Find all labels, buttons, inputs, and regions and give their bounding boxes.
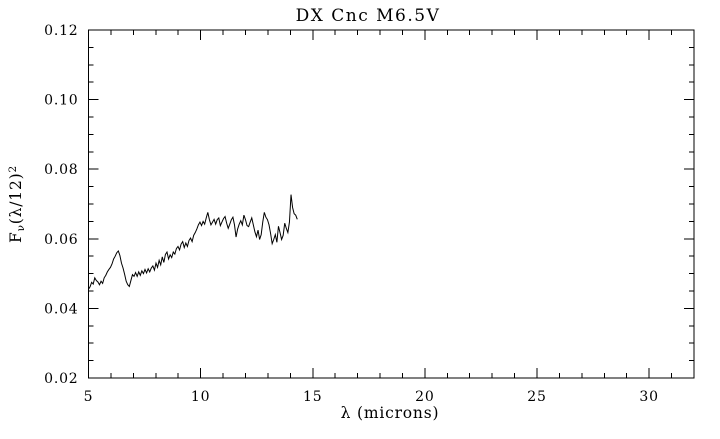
y-axis-label: Fν(λ/12)2 — [7, 165, 27, 243]
x-tick-label: 25 — [527, 389, 546, 405]
y-axis-ticks — [88, 29, 694, 379]
x-tick-label: 15 — [303, 389, 322, 405]
y-tick-label: 0.12 — [44, 23, 78, 39]
x-axis-label: λ (microns) — [341, 404, 440, 422]
x-tick-label: 5 — [84, 389, 94, 405]
x-axis-ticks — [88, 30, 673, 378]
spectrum-line — [88, 194, 298, 290]
plot-title: DX Cnc M6.5V — [296, 6, 441, 26]
y-tick-label: 0.08 — [44, 162, 78, 178]
y-tick-labels: 0.02 0.04 0.06 0.08 0.10 0.12 — [44, 23, 78, 387]
y-tick-label: 0.06 — [44, 232, 78, 248]
y-tick-label: 0.10 — [44, 93, 78, 109]
x-tick-label: 20 — [415, 389, 434, 405]
y-tick-label: 0.02 — [44, 371, 78, 387]
x-tick-label: 30 — [639, 389, 658, 405]
x-tick-labels: 5 10 15 20 25 30 — [84, 389, 658, 405]
x-tick-label: 10 — [191, 389, 210, 405]
y-tick-label: 0.04 — [44, 301, 78, 317]
plot-border — [88, 29, 695, 379]
